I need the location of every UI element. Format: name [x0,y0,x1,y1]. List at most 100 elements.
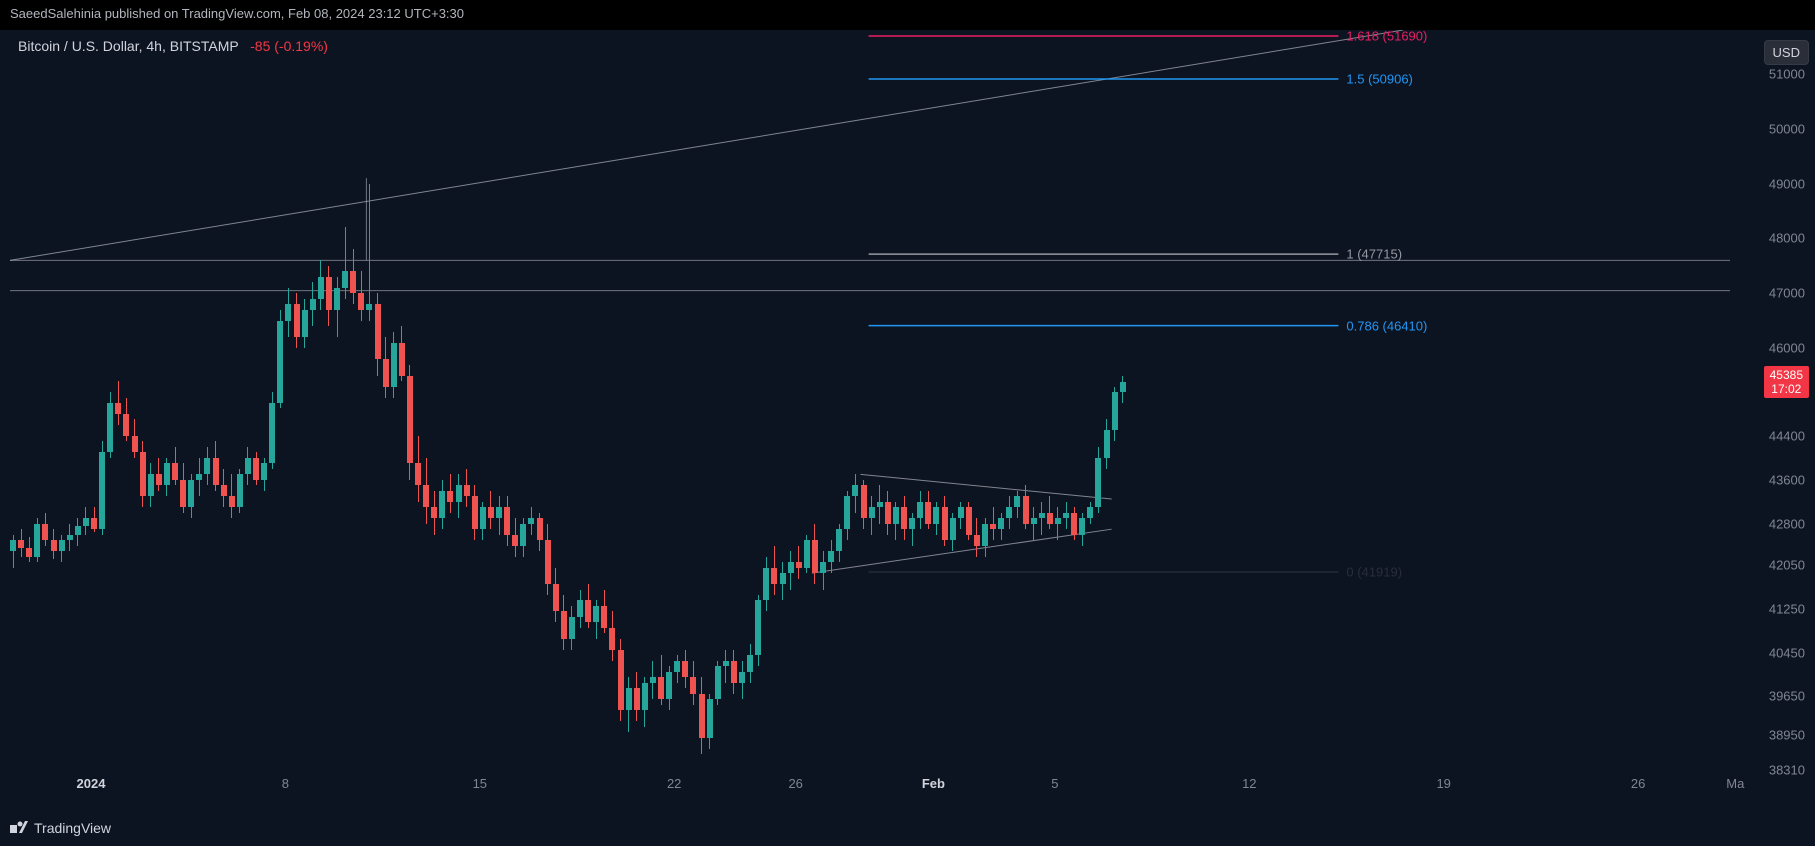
candle [1104,430,1110,457]
candle [496,507,502,518]
candle [966,507,972,534]
candle [261,463,267,479]
candle [42,524,48,540]
candle [204,458,210,474]
candle [1031,518,1037,523]
candle [318,277,324,299]
candle [763,568,769,601]
candle [699,694,705,738]
candle [399,343,405,376]
candle [1063,513,1069,518]
candle [10,540,16,551]
candle [861,485,867,518]
price-tick: 41250 [1769,601,1805,616]
price-tick: 49000 [1769,176,1805,191]
candle [537,518,543,540]
candle [51,540,57,551]
candle [626,688,632,710]
candle [707,699,713,737]
candle [1095,458,1101,507]
candle [334,288,340,310]
price-axis[interactable]: USD 510005000049000480004700046000444004… [1730,30,1815,770]
candle [172,463,178,479]
candle [383,359,389,386]
price-tick: 44400 [1769,428,1805,443]
price-tick: 48000 [1769,231,1805,246]
candle [715,666,721,699]
price-tick: 42800 [1769,516,1805,531]
candle [909,518,915,529]
candle [601,606,607,628]
candle [561,611,567,638]
publish-text: SaeedSalehinia published on TradingView.… [10,6,464,21]
candle [771,568,777,584]
tradingview-logo: TradingView [10,820,111,836]
currency-badge[interactable]: USD [1764,40,1809,65]
candle [820,562,826,573]
price-tick: 40450 [1769,645,1805,660]
time-tick: 12 [1242,776,1256,791]
candle [893,507,899,523]
candle [221,485,227,496]
candle [59,540,65,551]
price-tick: 43600 [1769,472,1805,487]
candle [780,573,786,584]
candle [690,677,696,693]
candle [1006,507,1012,518]
candle [431,507,437,518]
current-price-value: 45385 [1770,368,1803,382]
candle [836,529,842,551]
fib-label: 1.5 (50906) [1346,72,1413,87]
candle [982,524,988,546]
candle [140,452,146,496]
candle [593,606,599,622]
candle [456,485,462,501]
candle [658,677,664,699]
time-tick: 19 [1436,776,1450,791]
chart-area[interactable]: 1.618 (51690)1.5 (50906)1 (47715)0.786 (… [0,30,1730,770]
candle [577,600,583,616]
candle [1079,518,1085,534]
candle [253,458,259,480]
candle [828,551,834,562]
candle [237,474,243,507]
candle [844,496,850,529]
candle [407,376,413,464]
candle [885,502,891,524]
candle [91,518,97,529]
candle [285,304,291,320]
logo-text: TradingView [34,820,111,836]
candle [1087,507,1093,518]
candle [464,485,470,496]
candle [447,491,453,502]
time-tick: Feb [922,776,945,791]
candle [747,655,753,671]
fib-label: 0.786 (46410) [1346,318,1427,333]
candle [520,524,526,546]
candle [302,310,308,337]
time-tick: 26 [788,776,802,791]
candle [1120,382,1126,392]
time-tick: Ma [1726,776,1744,791]
price-tick: 50000 [1769,121,1805,136]
candle [796,562,802,567]
candle [901,507,907,529]
price-tick: 51000 [1769,66,1805,81]
time-axis[interactable]: 20248152226Feb5121926Ma [0,770,1730,800]
time-tick: 22 [667,776,681,791]
candle [99,452,105,529]
candle [480,507,486,529]
time-tick: 2024 [77,776,106,791]
fib-label: 0 (41919) [1346,565,1402,580]
candle [213,458,219,485]
candle [123,414,129,436]
candle [423,485,429,507]
candle [804,540,810,567]
price-tick: 38950 [1769,727,1805,742]
candle [585,600,591,622]
candle [553,584,559,611]
candle [391,343,397,387]
candle [950,518,956,540]
candle [326,277,332,310]
candle [294,304,300,337]
